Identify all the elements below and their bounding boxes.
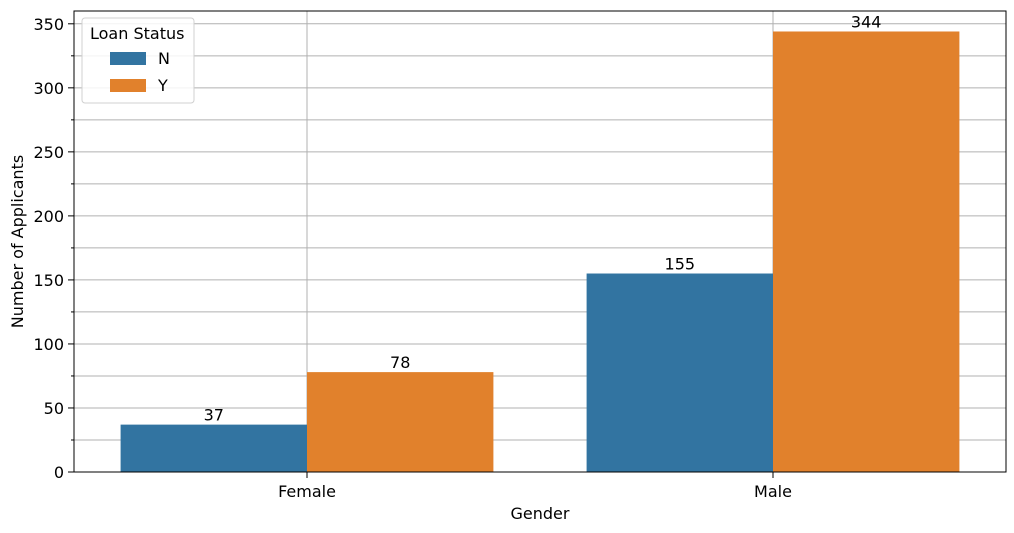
- y-axis: 0 50 100 150 200 250 300 350: [33, 15, 74, 482]
- data-label: 78: [390, 353, 410, 372]
- y-tick-label: 300: [33, 79, 64, 98]
- y-axis-label: Number of Applicants: [8, 155, 27, 328]
- bar-N-Male: [586, 273, 773, 472]
- legend: Loan Status NY: [81, 17, 195, 104]
- legend-label-Y: Y: [157, 76, 168, 95]
- y-tick-label: 250: [33, 143, 64, 162]
- legend-swatch-N: [110, 52, 146, 65]
- data-label: 155: [665, 255, 696, 274]
- x-tick-label: Female: [278, 482, 336, 501]
- bars: [120, 31, 960, 472]
- x-axis-label: Gender: [511, 504, 570, 523]
- bar-Y-Female: [307, 372, 494, 472]
- y-tick-label: 50: [44, 399, 64, 418]
- y-tick-label: 100: [33, 335, 64, 354]
- bar-N-Female: [120, 424, 307, 472]
- plot-frame: [73, 10, 1007, 473]
- legend-title: Loan Status: [90, 24, 184, 43]
- legend-swatch-Y: [110, 79, 146, 92]
- legend-label-N: N: [158, 49, 170, 68]
- y-tick-label: 200: [33, 207, 64, 226]
- bar-Y-Male: [773, 31, 960, 472]
- x-axis: Female Male: [278, 472, 792, 501]
- y-tick-label: 150: [33, 271, 64, 290]
- legend-items: NY: [110, 49, 170, 95]
- data-labels: 37 155 78 344: [204, 12, 882, 424]
- x-tick-label: Male: [754, 482, 792, 501]
- data-label: 37: [204, 406, 224, 425]
- y-tick-label: 0: [54, 463, 64, 482]
- y-tick-label: 350: [33, 15, 64, 34]
- data-label: 344: [851, 12, 882, 31]
